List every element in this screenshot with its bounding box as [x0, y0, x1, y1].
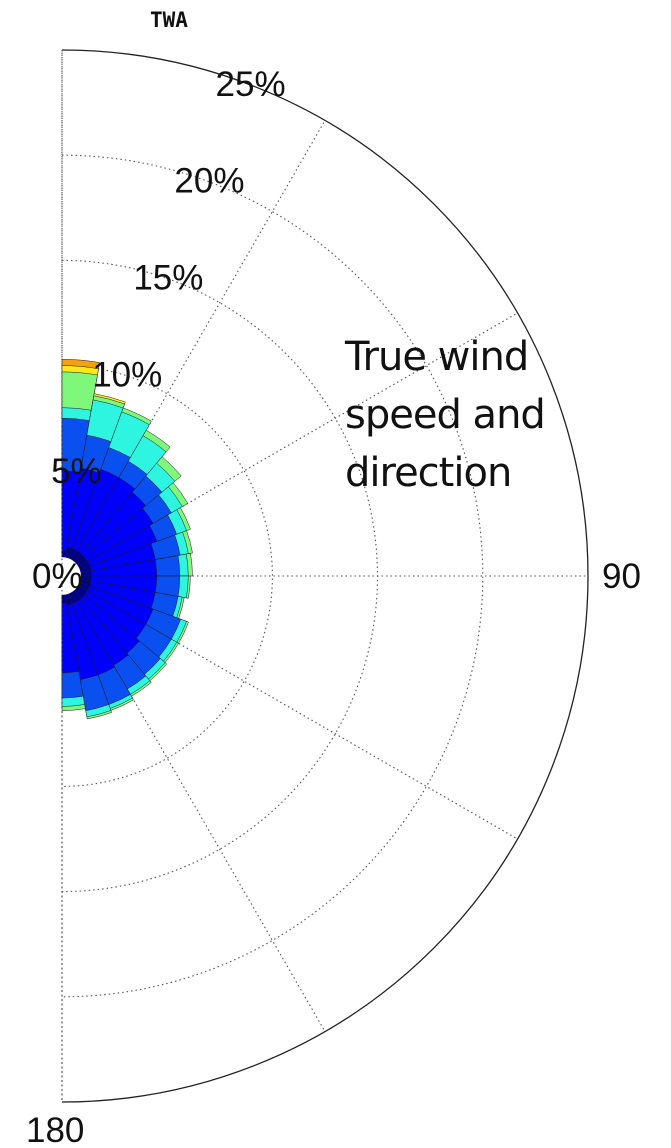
sector-bars [43, 359, 193, 720]
angle-label-180: 180 [26, 1111, 84, 1148]
polar-grid [61, 50, 588, 1102]
calm-center [43, 557, 81, 595]
radial-tick-label: 25% [216, 65, 286, 104]
annotation-text: True wind speed and direction [345, 334, 546, 496]
grid-circle-4 [61, 154, 484, 998]
outer-ring [61, 49, 589, 1103]
radial-tick-label: 5% [51, 452, 102, 491]
radial-tick-label: 15% [133, 258, 203, 297]
radial-tick-label: 0% [32, 557, 83, 596]
angle-label-90: 90 [602, 557, 641, 596]
radial-tick-label: 10% [92, 355, 162, 394]
grid-circle-2 [61, 365, 273, 787]
tick-labels: 0% 5% 10% 15% 20% 25% 90 180 [26, 65, 641, 1148]
radial-tick-label: 20% [174, 162, 244, 201]
chart-title: TWA [150, 8, 188, 32]
polar-grid-overlay [61, 49, 589, 1103]
